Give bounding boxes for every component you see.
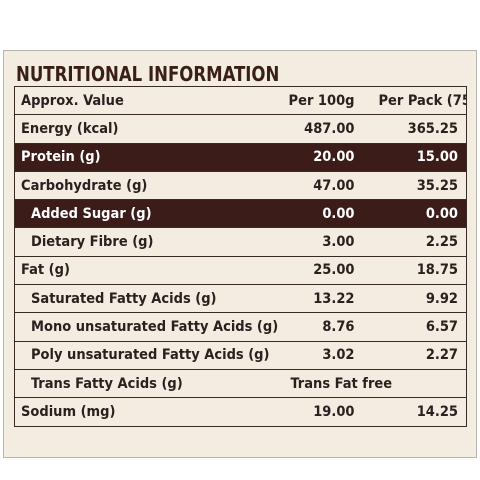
row-per-100g: 20.00 bbox=[282, 142, 373, 172]
row-per-100g: 487.00 bbox=[282, 114, 373, 144]
row-per-100g: 13.22 bbox=[282, 284, 373, 314]
row-per-100g: 0.00 bbox=[282, 199, 373, 229]
row-label: Poly unsaturated Fatty Acids (g) bbox=[14, 340, 283, 370]
row-per-100g: 8.76 bbox=[282, 312, 373, 342]
table-title: NUTRITIONAL INFORMATION bbox=[16, 62, 280, 86]
row-poly-unsaturated: Poly unsaturated Fatty Acids (g) 3.02 2.… bbox=[14, 340, 467, 370]
row-label: Mono unsaturated Fatty Acids (g) bbox=[14, 312, 283, 342]
row-label: Added Sugar (g) bbox=[14, 199, 283, 229]
row-per-pack: 0.00 bbox=[372, 199, 467, 229]
row-carbohydrate: Carbohydrate (g) 47.00 35.25 bbox=[14, 170, 467, 201]
row-per-pack: 35.25 bbox=[372, 170, 467, 201]
row-label: Sodium (mg) bbox=[14, 397, 283, 427]
row-saturated-fatty-acids: Saturated Fatty Acids (g) 13.22 9.92 bbox=[14, 284, 467, 314]
header-per-pack: Per Pack (75g) bbox=[372, 85, 467, 116]
header-label: Approx. Value bbox=[14, 85, 283, 116]
row-label: Fat (g) bbox=[14, 255, 283, 286]
header-row: Approx. Value Per 100g Per Pack (75g) bbox=[14, 85, 467, 116]
row-per-100g: 25.00 bbox=[282, 255, 373, 286]
row-label: Protein (g) bbox=[14, 142, 283, 172]
row-per-pack: 365.25 bbox=[372, 114, 467, 144]
row-per-100g: 3.00 bbox=[282, 227, 373, 257]
header-per-100g: Per 100g bbox=[282, 85, 373, 116]
row-protein: Protein (g) 20.00 15.00 bbox=[14, 142, 467, 172]
row-per-pack: 6.57 bbox=[372, 312, 467, 342]
row-label: Saturated Fatty Acids (g) bbox=[14, 284, 283, 314]
row-per-100g: 3.02 bbox=[282, 340, 373, 370]
row-per-pack: 18.75 bbox=[372, 255, 467, 286]
row-added-sugar: Added Sugar (g) 0.00 0.00 bbox=[14, 199, 467, 229]
row-label: Dietary Fibre (g) bbox=[14, 227, 283, 257]
row-per-pack: 2.25 bbox=[372, 227, 467, 257]
row-per-pack: 2.27 bbox=[372, 340, 467, 370]
row-per-pack: 15.00 bbox=[372, 142, 467, 172]
row-label: Carbohydrate (g) bbox=[14, 170, 283, 201]
row-mono-unsaturated: Mono unsaturated Fatty Acids (g) 8.76 6.… bbox=[14, 312, 467, 342]
nutrition-table: Approx. Value Per 100g Per Pack (75g) En… bbox=[14, 85, 467, 427]
row-trans-fatty-acids: Trans Fatty Acids (g) Trans Fat free bbox=[14, 368, 467, 399]
row-merged-value: Trans Fat free bbox=[282, 368, 467, 399]
row-per-pack: 14.25 bbox=[372, 397, 467, 427]
row-sodium: Sodium (mg) 19.00 14.25 bbox=[14, 397, 467, 427]
row-fat: Fat (g) 25.00 18.75 bbox=[14, 255, 467, 286]
row-per-100g: 19.00 bbox=[282, 397, 373, 427]
row-label: Trans Fatty Acids (g) bbox=[14, 368, 283, 399]
row-per-100g: 47.00 bbox=[282, 170, 373, 201]
row-per-pack: 9.92 bbox=[372, 284, 467, 314]
row-label: Energy (kcal) bbox=[14, 114, 283, 144]
row-energy: Energy (kcal) 487.00 365.25 bbox=[14, 114, 467, 144]
row-dietary-fibre: Dietary Fibre (g) 3.00 2.25 bbox=[14, 227, 467, 257]
